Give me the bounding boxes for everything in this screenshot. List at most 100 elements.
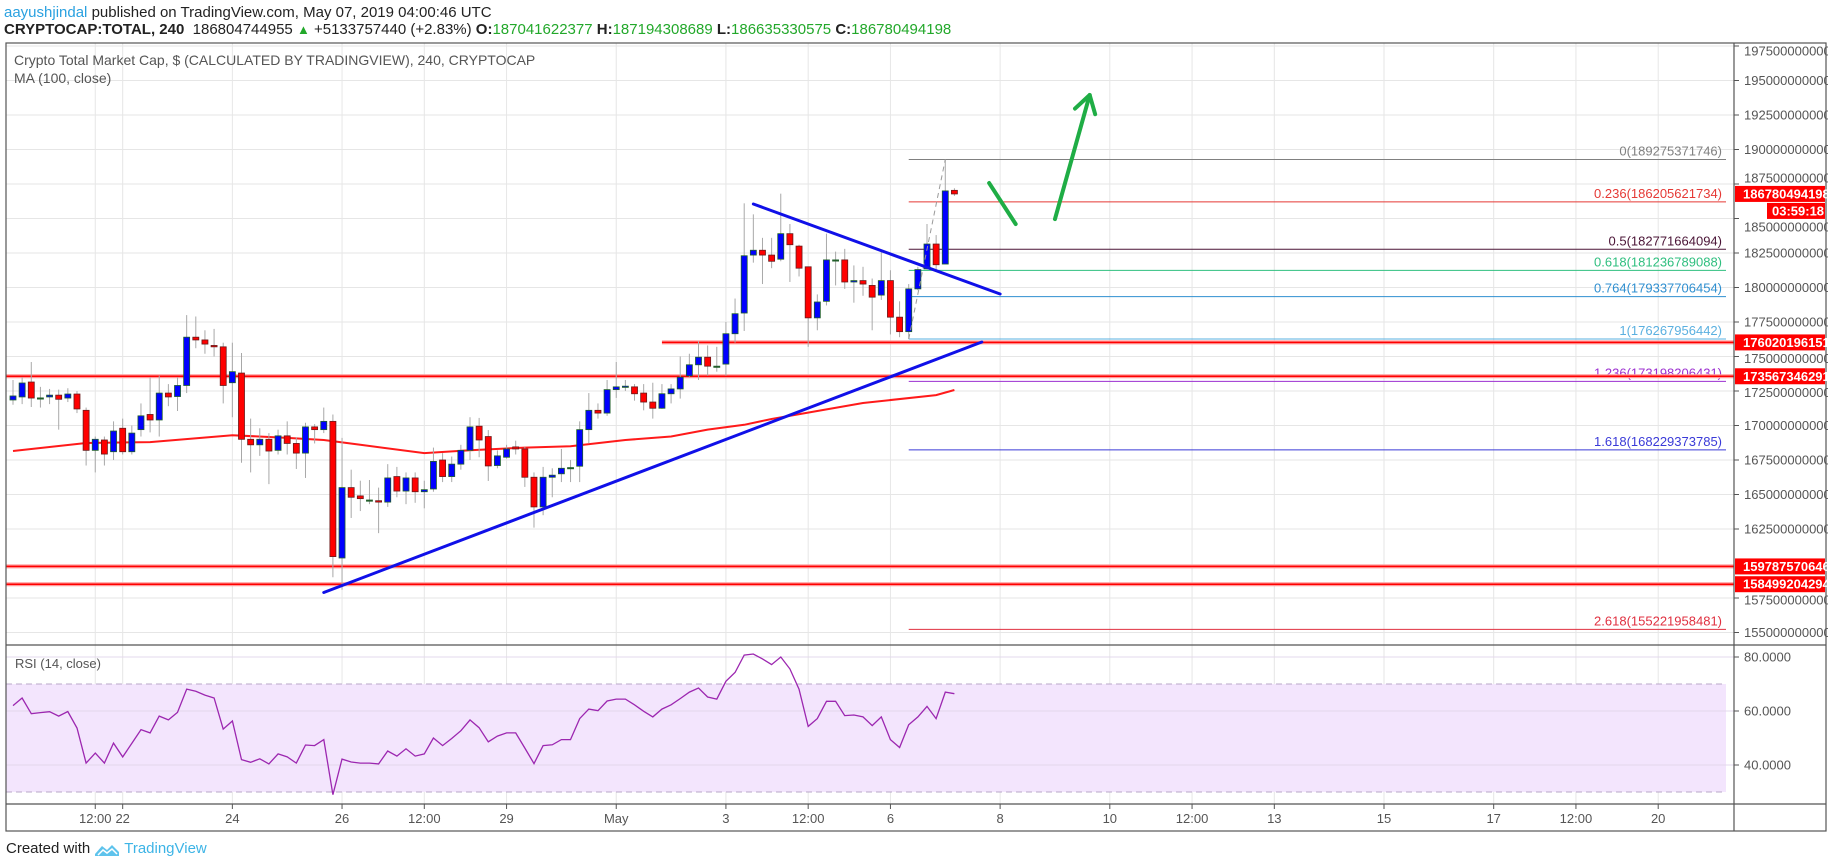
candle-body (210, 345, 218, 348)
candle-body (658, 393, 666, 409)
candle-body (740, 255, 748, 314)
candle-body (896, 316, 903, 333)
candle-body (868, 285, 876, 298)
y-tick-label: 172500000000 (1744, 385, 1828, 400)
candle-body (265, 438, 273, 452)
candle (430, 447, 437, 492)
candle (439, 453, 446, 483)
candle (119, 418, 127, 455)
y-tick-label: 185000000000 (1744, 219, 1828, 234)
fib-level-label: 0.764(179337706454) (1594, 281, 1722, 296)
fib-level-label: 2.618(155221958481) (1594, 613, 1722, 628)
candle (256, 428, 264, 456)
candle-body (603, 389, 611, 414)
y-tick-label: 197500000000 (1744, 44, 1828, 59)
candle-body (183, 336, 191, 386)
open-value: 187041622377 (492, 21, 593, 38)
x-tick-label: 12:00 (79, 811, 112, 826)
candle (73, 391, 81, 414)
y-tick-label: 157500000000 (1744, 593, 1828, 608)
candle (366, 480, 373, 505)
y-tick-label: 167500000000 (1744, 453, 1828, 468)
rsi-indicator-label[interactable]: RSI (14, close) (15, 656, 101, 671)
close-label: C: (835, 21, 852, 38)
last-value: 186804744955 (192, 21, 293, 38)
candle (951, 188, 958, 196)
candle-body (411, 477, 419, 493)
candle (813, 294, 821, 331)
y-tick-label: 175000000000 (1744, 351, 1828, 366)
candle-body (201, 339, 209, 345)
candle (877, 251, 885, 300)
candle-body (494, 455, 501, 466)
x-tick-label: 12:00 (1560, 811, 1593, 826)
candle (110, 421, 117, 460)
candle (411, 472, 419, 503)
candle (521, 446, 529, 487)
trendline (751, 202, 1002, 296)
candle (795, 244, 803, 277)
candle-body (430, 460, 437, 490)
candle (64, 388, 72, 403)
candle-body (786, 233, 794, 246)
tradingview-logo-icon (95, 844, 120, 856)
candle-body (475, 425, 483, 441)
candle (850, 265, 858, 303)
candle (228, 342, 236, 418)
publish-text: published on TradingView.com, May 07, 20… (91, 4, 492, 21)
candle (804, 266, 812, 347)
candle-body (457, 449, 465, 465)
y-tick-label: 182500000000 (1744, 246, 1828, 261)
candle-body (128, 432, 136, 453)
candle-body (804, 266, 812, 319)
rsi-tick-label: 60.0000 (1744, 704, 1791, 719)
candle-body (146, 414, 154, 421)
candle-body (164, 392, 172, 398)
x-tick-label: 8 (997, 811, 1004, 826)
candle-body (749, 249, 757, 256)
candle-body (137, 415, 145, 431)
candle-body (731, 313, 739, 335)
tradingview-link[interactable]: TradingView (124, 840, 207, 857)
level-price-label-box (1735, 558, 1825, 575)
candle (612, 362, 620, 398)
rsi-band-fill (6, 684, 1726, 792)
candle-body (539, 476, 547, 508)
candle (548, 468, 556, 498)
candle (603, 379, 611, 416)
candle-body (366, 499, 373, 502)
candle (740, 203, 748, 331)
candle (539, 466, 547, 516)
candle (329, 414, 337, 578)
candle-body (402, 477, 410, 492)
candle-body (612, 386, 620, 391)
candle (685, 353, 693, 378)
candle (713, 346, 721, 372)
candle (219, 342, 227, 404)
candle-body (119, 427, 127, 453)
candle-body (192, 336, 200, 341)
author-link[interactable]: aayushjindal (4, 4, 88, 21)
candle-body (951, 189, 958, 195)
candle (302, 422, 309, 478)
candle (640, 384, 648, 411)
candle (823, 233, 830, 306)
candle-body (676, 376, 684, 390)
symbol: CRYPTOCAP:TOTAL, 240 (4, 21, 185, 38)
candle (457, 444, 465, 470)
candle-body (256, 438, 264, 446)
candle (37, 386, 44, 408)
candle-countdown: 03:59:18 (1772, 203, 1824, 218)
publish-info: aayushjindal published on TradingView.co… (4, 4, 492, 21)
candle-body (174, 385, 181, 397)
ma-indicator-label[interactable]: MA (100, close) (14, 70, 112, 86)
candle (567, 460, 574, 483)
candle (283, 421, 291, 455)
candle (594, 403, 602, 419)
candle (475, 417, 483, 458)
candle (512, 440, 520, 455)
candle (448, 456, 456, 483)
candle-body (877, 280, 885, 296)
x-tick-label: 20 (1651, 811, 1665, 826)
